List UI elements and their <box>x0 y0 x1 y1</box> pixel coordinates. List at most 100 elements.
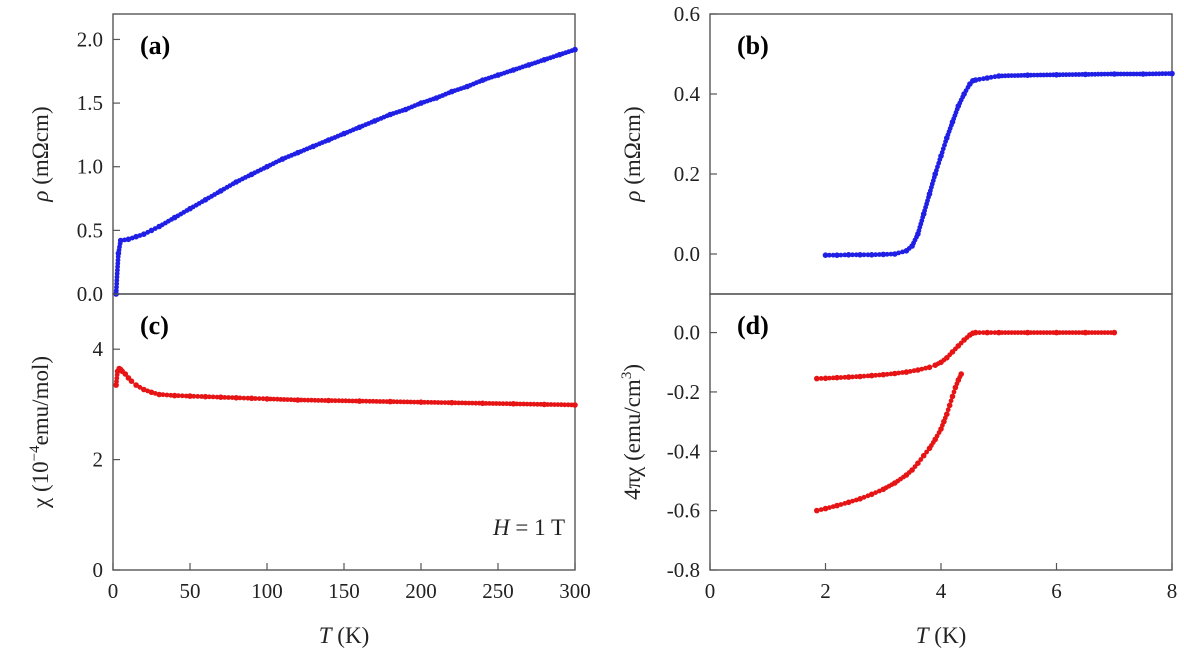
panel-c-series-0-dot <box>256 396 262 401</box>
panel-c-series-0-dot <box>562 402 568 408</box>
panel-b-label: (b) <box>737 31 769 60</box>
panel-c-series-0-point <box>479 400 486 407</box>
panel-b-series-0-dot <box>850 252 855 258</box>
panel-b: (b) ρ (mΩcm) 0.0 0.2 0.4 0.6 <box>620 2 1175 295</box>
panel-c-series-0-dot <box>164 392 170 398</box>
panel-d-series-0-dot <box>988 330 994 335</box>
panel-d-series-0-point <box>834 374 840 381</box>
panel-d-series-0-point <box>845 374 852 380</box>
panel-b-ticks: 0.0 0.2 0.4 0.6 <box>674 2 717 266</box>
panel-c-field-annotation: H = 1 T <box>492 515 565 540</box>
panel-c-series-0-dot <box>229 395 235 400</box>
panel-c-series-0-dot <box>439 400 444 405</box>
panel-c-series-0-dot <box>363 398 369 404</box>
panel-a-series-0-point <box>556 51 563 58</box>
panel-c-series-0-dot <box>346 398 352 404</box>
panel-a-series-0-point <box>171 214 178 221</box>
panel-c-series-0-dot <box>377 399 383 404</box>
panel-b-series-0-dot <box>940 146 946 152</box>
panel-b-series-0-point <box>1053 72 1060 78</box>
panel-a-series-0-point <box>341 130 347 137</box>
panel-b-points <box>822 70 1175 258</box>
panel-b-series-0-dot <box>942 142 947 148</box>
panel-c-xlabel-unit: (K) <box>332 623 370 648</box>
panel-d-series-1-point <box>941 418 947 425</box>
panel-d-series-0-point <box>1082 329 1089 336</box>
panel-b-series-0-dot <box>865 252 871 258</box>
panel-d-series-0-point <box>955 343 962 349</box>
panel-d-series-0-dot <box>1031 330 1037 335</box>
panel-c-series-0-dot <box>432 400 438 405</box>
panel-c-ytick-label: 4 <box>93 337 104 361</box>
panel-c-series-0-dot <box>401 399 407 405</box>
panel-c-series-0-dot <box>343 398 349 404</box>
panel-c-series-0-dot <box>241 395 247 401</box>
panel-b-series-0-dot <box>888 251 894 257</box>
panel-a-series-0-point <box>115 250 122 257</box>
panel-c-series-0-point <box>218 394 224 401</box>
panel-a-series-0-point <box>264 163 270 170</box>
panel-c-series-0-dot <box>466 400 472 406</box>
panel-d-series-0-point <box>932 362 938 369</box>
panel-d-series-1-dot <box>924 449 929 455</box>
panel-b-series-0-point <box>1140 71 1146 77</box>
panel-c-series-0-dot <box>565 402 571 408</box>
panel-c-series-0-dot <box>176 393 181 399</box>
panel-a-series-0-point <box>310 143 317 150</box>
panel-a-series-0-point <box>402 106 409 113</box>
panel-c-series-0-dot <box>281 397 287 402</box>
panel-d-series-0-point <box>1053 329 1060 336</box>
panel-c-series-0-dot <box>309 397 314 403</box>
panel-a-series-0-point <box>279 156 286 162</box>
panel-c-series-0-dot <box>206 394 212 400</box>
panel-b-series-0-point <box>984 75 990 81</box>
panel-c-series-0-dot <box>425 399 431 405</box>
panel-c-series-0-dot <box>237 395 243 401</box>
panel-b-ytick-label: 0.2 <box>674 162 700 186</box>
panel-d-series-1-point <box>868 491 875 498</box>
panel-c-series-0-point <box>133 382 139 388</box>
panel-c-series-0-dot <box>435 400 441 405</box>
panel-d-ylabel-post: ) <box>620 364 645 372</box>
panel-c-series-0-dot <box>274 396 280 402</box>
panel-d-series-0-point <box>822 375 829 382</box>
panel-d-ytick-label: -0.2 <box>667 380 700 404</box>
panel-c-series-0-dot <box>370 398 376 404</box>
panel-d-ylabel-sup: 3 <box>619 372 635 380</box>
panel-c-series-0-dot <box>517 401 523 407</box>
panel-c-series-0-point <box>202 393 209 400</box>
panel-d-series-1-point <box>822 505 829 512</box>
panel-d-ytick-label: -0.4 <box>667 439 701 463</box>
panel-d-series-0-point <box>903 369 910 375</box>
panel-d-series-1-point <box>944 411 950 418</box>
panel-d-series-0-point <box>961 337 967 343</box>
panel-d-series-0-point <box>814 375 820 382</box>
panel-c-series-0-point <box>156 391 162 398</box>
panel-d-series-0-dot <box>818 376 824 381</box>
panel-c-series-0-dot <box>183 393 189 399</box>
panel-d-series-0-point <box>892 370 898 377</box>
panel-c-series-0-point <box>510 401 517 407</box>
panel-d-series-0-dot <box>861 373 867 379</box>
panel-d-ylabel-pre: 4πχ (emu/cm <box>620 379 645 500</box>
panel-c-ytick-label: 0 <box>93 558 104 582</box>
panel-d-series-0-dot <box>850 374 855 380</box>
panel-c-series-0-dot <box>367 398 373 404</box>
panel-d-series-1-line <box>816 373 962 512</box>
panel-a-series-0-point <box>541 57 547 63</box>
panel-d-series-1-dot <box>818 507 824 512</box>
panel-c-series-0-dot <box>463 400 468 406</box>
panel-d-series-0-point <box>868 372 875 379</box>
panel-d-label: (d) <box>737 311 769 340</box>
panel-a-series-0-point <box>433 95 440 101</box>
panel-c-series-0-dot <box>374 399 379 404</box>
panel-b-series-0-point <box>996 73 1002 79</box>
panel-c-series-0-dot <box>210 394 216 400</box>
panel-b-series-0-dot <box>1147 71 1152 77</box>
panel-a-series-0-point <box>295 149 301 156</box>
panel-c-xtick-label: 50 <box>180 579 201 603</box>
panel-c-series-0-point <box>449 399 455 406</box>
panel-d-series-1-point <box>909 467 915 473</box>
panel-d-points <box>814 329 1118 514</box>
panel-c-series-0-point <box>141 386 147 393</box>
